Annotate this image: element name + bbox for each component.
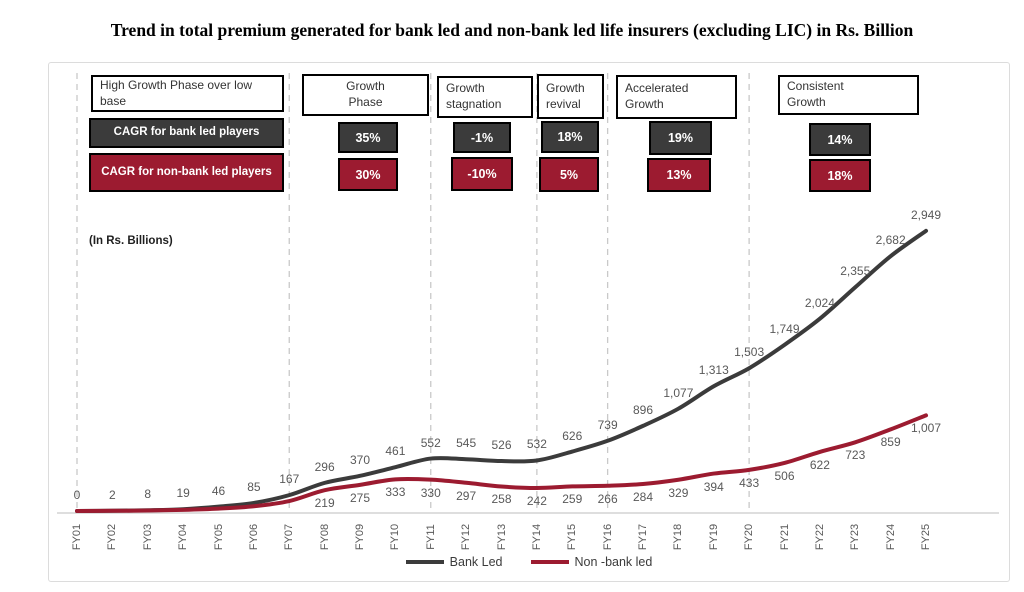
legend-label: Non -bank led	[574, 555, 653, 569]
phase-label: High Growth Phase over low base	[100, 77, 253, 108]
phase-label: Consistent Growth	[787, 79, 844, 109]
phase-box-high-growth: High Growth Phase over low base	[91, 75, 284, 112]
cagr-value-bank: 19%	[649, 121, 712, 155]
legend-item-nonbank-led: Non -bank led	[530, 555, 653, 569]
cagr-value-bank: 14%	[809, 123, 871, 156]
phase-box-consistent-growth: Consistent Growth	[778, 75, 919, 115]
cagr-value-bank: -1%	[453, 122, 511, 153]
series-line-nonbank-led	[75, 413, 928, 513]
legend-item-bank-led: Bank Led	[405, 555, 503, 569]
phase-box-accelerated-growth: Accelerated Growth	[616, 75, 737, 119]
cagr-value-nonbank: 18%	[809, 159, 871, 192]
cagr-value-nonbank: 13%	[647, 158, 711, 192]
series-line-bank-led	[75, 228, 928, 513]
chart-legend: Bank Led Non -bank led	[49, 555, 1009, 569]
cagr-value-nonbank: 5%	[539, 157, 599, 192]
phase-label: Growth stagnation	[446, 81, 502, 111]
cagr-legend-nonbank-label: CAGR for non-bank led players	[101, 165, 272, 178]
axis-unit-label: (In Rs. Billions)	[89, 235, 173, 247]
cagr-legend-bank-label: CAGR for bank led players	[113, 126, 260, 139]
legend-label: Bank Led	[449, 555, 503, 569]
chart-panel: High Growth Phase over low base CAGR for…	[48, 62, 1010, 582]
phase-box-growth-phase: Growth Phase	[302, 74, 429, 116]
nonbank-led-line-swatch	[530, 560, 569, 564]
line-chart-canvas	[57, 73, 999, 514]
cagr-value-bank: 18%	[541, 121, 599, 153]
phase-label: Accelerated Growth	[625, 81, 689, 111]
phase-box-growth-stagnation: Growth stagnation	[437, 76, 533, 118]
cagr-legend-nonbank: CAGR for non-bank led players	[89, 153, 284, 192]
cagr-value-nonbank: -10%	[451, 157, 513, 191]
chart-title: Trend in total premium generated for ban…	[110, 20, 914, 40]
cagr-value-bank: 35%	[338, 122, 398, 153]
phase-label: Growth revival	[546, 80, 585, 111]
phase-box-growth-revival: Growth revival	[537, 74, 604, 119]
phase-label: Growth Phase	[346, 79, 385, 109]
bank-led-line-swatch	[405, 560, 444, 564]
cagr-value-nonbank: 30%	[338, 158, 398, 191]
cagr-legend-bank: CAGR for bank led players	[89, 118, 284, 148]
